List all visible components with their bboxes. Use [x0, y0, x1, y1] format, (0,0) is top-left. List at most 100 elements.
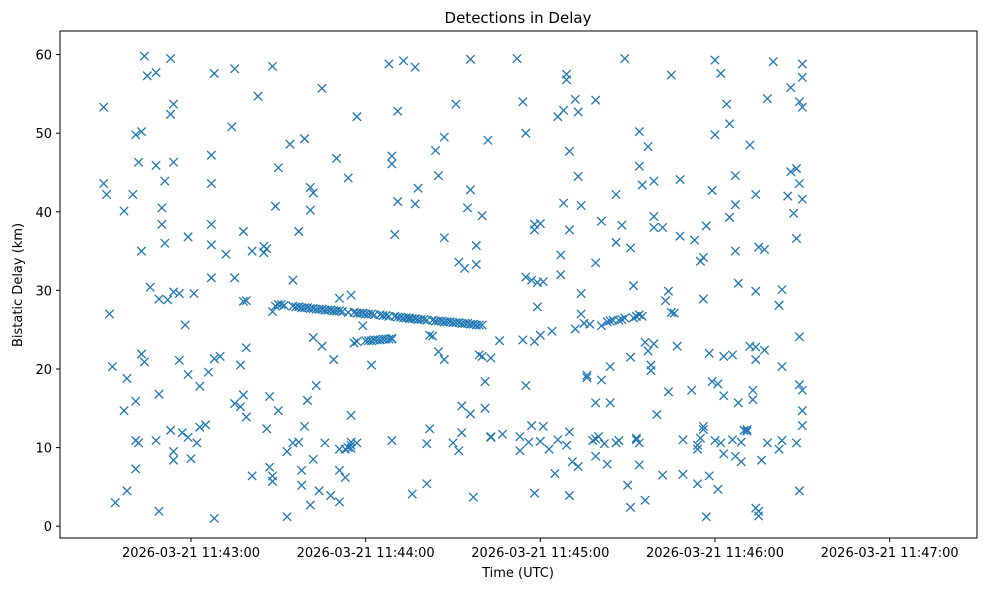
- data-point-x-marker: [710, 55, 720, 65]
- data-point-x-marker: [154, 389, 164, 399]
- data-point-x-marker: [221, 249, 231, 259]
- data-point-x-marker: [710, 435, 720, 446]
- data-point-x-marker: [704, 471, 714, 481]
- data-point-x-marker: [477, 320, 487, 330]
- data-point-x-marker: [480, 403, 490, 413]
- data-point-x-marker: [742, 424, 752, 435]
- x-tick-label: 2026-03-21 11:47:00: [821, 546, 959, 561]
- data-point-x-marker: [209, 68, 219, 79]
- data-point-x-marker: [736, 457, 746, 467]
- data-point-x-marker: [634, 126, 644, 137]
- data-point-x-marker: [410, 62, 420, 72]
- data-point-x-marker: [535, 218, 545, 229]
- data-point-x-marker: [745, 140, 755, 150]
- data-point-x-marker: [730, 170, 741, 181]
- data-point-x-marker: [564, 225, 575, 235]
- data-point-x-marker: [474, 320, 484, 330]
- data-point-x-marker: [427, 331, 438, 341]
- data-point-x-marker: [192, 438, 202, 448]
- data-point-x-marker: [590, 95, 601, 105]
- data-point-x-marker: [535, 330, 545, 340]
- data-point-x-marker: [387, 435, 397, 446]
- data-point-x-marker: [235, 402, 246, 412]
- data-point-x-marker: [393, 106, 403, 116]
- data-point-x-marker: [576, 309, 586, 319]
- data-point-x-marker: [366, 309, 377, 319]
- data-point-x-marker: [791, 163, 802, 174]
- data-point-x-marker: [573, 461, 583, 472]
- data-point-x-marker: [486, 431, 496, 442]
- data-point-x-marker: [625, 502, 636, 513]
- data-point-x-marker: [145, 282, 155, 292]
- data-point-x-marker: [524, 437, 534, 447]
- data-point-x-marker: [689, 235, 700, 245]
- data-point-x-marker: [582, 370, 592, 380]
- data-point-x-marker: [104, 309, 115, 319]
- data-point-x-marker: [721, 99, 732, 109]
- data-point-x-marker: [177, 428, 187, 438]
- data-point-x-marker: [384, 59, 394, 69]
- data-point-x-marker: [558, 105, 569, 116]
- data-point-x-marker: [518, 97, 528, 107]
- data-point-x-marker: [168, 446, 179, 457]
- data-point-x-marker: [195, 422, 205, 432]
- data-point-x-marker: [241, 343, 251, 353]
- data-point-x-marker: [742, 426, 752, 436]
- data-point-x-marker: [157, 219, 167, 230]
- data-point-x-marker: [751, 342, 761, 352]
- data-point-x-marker: [241, 295, 251, 306]
- data-point-x-marker: [352, 438, 362, 448]
- data-point-x-marker: [270, 201, 281, 211]
- data-point-x-marker: [695, 256, 706, 266]
- data-point-x-marker: [209, 354, 219, 364]
- y-tick-label: 0: [44, 520, 52, 535]
- data-point-x-marker: [346, 290, 356, 300]
- x-tick-label: 2026-03-21 11:44:00: [297, 546, 435, 561]
- data-point-x-marker: [465, 185, 476, 195]
- data-point-x-marker: [186, 453, 196, 464]
- data-point-x-marker: [119, 206, 129, 216]
- data-point-x-marker: [422, 439, 432, 449]
- data-point-x-marker: [518, 335, 528, 345]
- data-point-x-marker: [786, 167, 796, 177]
- data-point-x-marker: [620, 313, 630, 323]
- data-point-x-marker: [136, 246, 147, 256]
- data-point-x-marker: [663, 387, 674, 397]
- data-point-x-marker: [168, 287, 179, 297]
- data-point-x-marker: [751, 354, 761, 365]
- data-point-x-marker: [262, 244, 272, 254]
- data-point-x-marker: [675, 174, 685, 185]
- data-point-x-marker: [649, 176, 659, 186]
- data-point-x-marker: [387, 333, 397, 344]
- data-point-x-marker: [308, 332, 318, 343]
- data-point-x-marker: [634, 460, 644, 470]
- data-point-x-marker: [238, 296, 249, 307]
- data-point-x-marker: [387, 151, 397, 161]
- data-point-x-marker: [151, 435, 161, 446]
- data-point-x-marker: [465, 54, 476, 64]
- data-point-x-marker: [276, 299, 286, 310]
- data-point-x-marker: [282, 446, 292, 457]
- data-point-x-marker: [794, 178, 805, 189]
- data-point-x-marker: [157, 203, 167, 213]
- data-point-x-marker: [521, 128, 531, 138]
- data-point-x-marker: [288, 275, 298, 285]
- y-tick-label: 20: [35, 363, 52, 378]
- data-point-x-marker: [751, 189, 761, 200]
- y-axis-title: Bistatic Delay (km): [11, 223, 26, 347]
- data-point-x-marker: [768, 56, 778, 67]
- data-point-x-marker: [296, 465, 307, 476]
- data-point-x-marker: [457, 401, 467, 411]
- data-point-x-marker: [122, 373, 132, 384]
- data-point-x-marker: [439, 132, 449, 142]
- data-point-x-marker: [698, 421, 709, 432]
- data-point-x-marker: [174, 355, 185, 366]
- data-point-x-marker: [716, 68, 726, 79]
- data-point-x-marker: [454, 446, 464, 456]
- data-point-x-marker: [751, 286, 761, 296]
- x-tick-label: 2026-03-21 11:45:00: [471, 546, 609, 561]
- data-point-x-marker: [136, 126, 147, 137]
- data-point-x-marker: [168, 455, 179, 465]
- data-point-x-marker: [605, 316, 615, 326]
- data-point-x-marker: [131, 130, 141, 140]
